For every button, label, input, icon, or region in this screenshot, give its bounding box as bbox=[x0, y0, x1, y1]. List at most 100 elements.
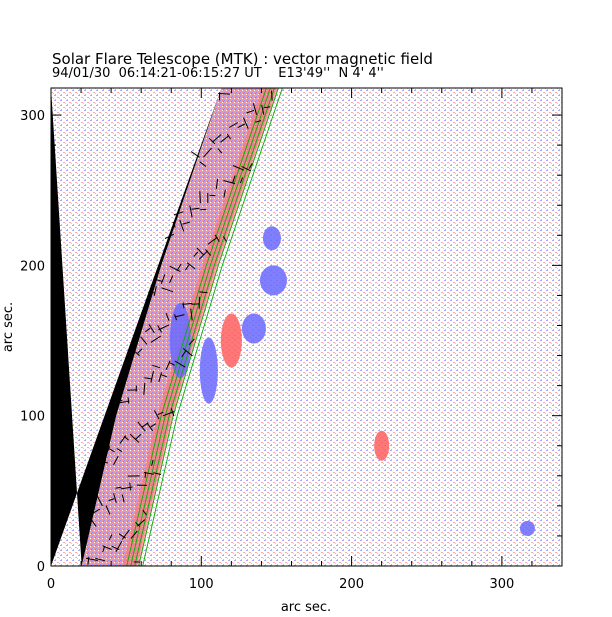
field-vector bbox=[153, 410, 160, 420]
field-vector bbox=[223, 189, 226, 198]
field-vector bbox=[174, 314, 185, 318]
field-vector bbox=[108, 534, 113, 541]
field-vector bbox=[211, 134, 222, 143]
field-vector bbox=[184, 264, 190, 271]
chart-subtitle: 94/01/30 06:14:21-06:15:27 UT E13'49'' N… bbox=[52, 66, 384, 81]
field-vector bbox=[182, 348, 193, 357]
negative-field-region bbox=[259, 265, 287, 296]
field-vector bbox=[226, 133, 232, 140]
field-vector bbox=[161, 374, 168, 378]
negative-field-region bbox=[241, 313, 266, 344]
contour-line bbox=[126, 88, 267, 566]
field-vector bbox=[144, 471, 147, 478]
field-vector bbox=[232, 175, 236, 184]
field-vector bbox=[119, 400, 130, 404]
field-vector bbox=[129, 482, 131, 491]
field-vector bbox=[104, 445, 111, 457]
field-vector bbox=[143, 382, 146, 395]
field-vector bbox=[261, 104, 265, 115]
y-tick-label: 200 bbox=[20, 259, 45, 274]
field-vector bbox=[152, 364, 161, 369]
field-vector bbox=[188, 338, 195, 346]
field-vector bbox=[220, 135, 229, 143]
field-vector bbox=[217, 148, 223, 154]
field-vector bbox=[232, 165, 245, 171]
field-vector bbox=[119, 387, 122, 396]
field-vector bbox=[191, 207, 200, 210]
field-vector bbox=[228, 122, 239, 128]
field-vector bbox=[151, 459, 154, 466]
field-vector bbox=[182, 302, 185, 309]
field-vector bbox=[87, 556, 90, 565]
field-vector bbox=[129, 433, 140, 443]
field-regions bbox=[169, 226, 535, 536]
field-vector bbox=[218, 93, 231, 95]
negative-field-region bbox=[262, 226, 281, 251]
field-vector bbox=[190, 308, 193, 321]
field-vector bbox=[215, 178, 219, 189]
field-vector bbox=[193, 251, 199, 257]
limb-inner-band bbox=[122, 88, 279, 566]
field-vector bbox=[246, 109, 255, 114]
field-vector bbox=[140, 336, 148, 345]
field-vector bbox=[148, 291, 155, 294]
field-vector bbox=[150, 423, 157, 428]
field-vector bbox=[116, 448, 123, 453]
field-vector bbox=[113, 493, 117, 504]
field-vector bbox=[111, 545, 120, 551]
field-vector bbox=[241, 165, 251, 172]
field-vector bbox=[243, 117, 249, 129]
contour-lines bbox=[126, 88, 283, 566]
field-vector bbox=[174, 314, 177, 321]
field-vector bbox=[105, 505, 111, 515]
field-vector bbox=[98, 457, 103, 470]
field-vector bbox=[165, 360, 171, 371]
negative-field-region bbox=[169, 302, 191, 379]
field-vector bbox=[252, 103, 258, 115]
field-vector bbox=[169, 275, 174, 284]
field-vector bbox=[182, 302, 193, 305]
field-vector bbox=[102, 546, 106, 553]
field-vector bbox=[173, 211, 184, 216]
field-vector bbox=[162, 411, 175, 417]
field-vector bbox=[120, 486, 133, 490]
field-vector bbox=[164, 233, 175, 240]
field-vector bbox=[144, 377, 153, 380]
negative-field-region bbox=[199, 337, 218, 404]
field-vector bbox=[248, 163, 253, 169]
field-vector bbox=[199, 291, 208, 294]
field-vector bbox=[157, 325, 163, 333]
field-vector bbox=[121, 494, 125, 503]
positive-field-region bbox=[374, 430, 390, 461]
field-vector bbox=[150, 370, 154, 383]
field-vector bbox=[156, 279, 163, 282]
field-vector bbox=[115, 540, 123, 552]
field-vector bbox=[158, 372, 163, 383]
x-tick-label: 100 bbox=[189, 577, 214, 592]
field-vector bbox=[153, 472, 162, 475]
field-vector bbox=[131, 348, 140, 357]
field-vector bbox=[207, 236, 218, 245]
field-vector bbox=[150, 335, 162, 344]
off-disk-region bbox=[51, 88, 222, 566]
field-vector bbox=[102, 545, 112, 550]
field-vector bbox=[169, 361, 175, 366]
axis-ticks bbox=[50, 88, 563, 567]
positive-field-region bbox=[220, 313, 242, 368]
x-tick-label: 200 bbox=[339, 577, 364, 592]
field-vector bbox=[96, 495, 103, 507]
field-vector bbox=[88, 516, 97, 527]
field-vector bbox=[222, 236, 227, 242]
field-vector bbox=[137, 348, 143, 354]
field-vector bbox=[255, 120, 262, 123]
field-vector bbox=[92, 508, 100, 514]
x-tick-label: 300 bbox=[489, 577, 514, 592]
field-vector bbox=[113, 455, 119, 466]
field-vector bbox=[179, 219, 185, 232]
field-vector bbox=[223, 180, 236, 185]
field-vector bbox=[239, 177, 244, 184]
field-vector bbox=[199, 191, 201, 204]
field-vector bbox=[174, 360, 186, 368]
field-vector bbox=[127, 397, 130, 404]
